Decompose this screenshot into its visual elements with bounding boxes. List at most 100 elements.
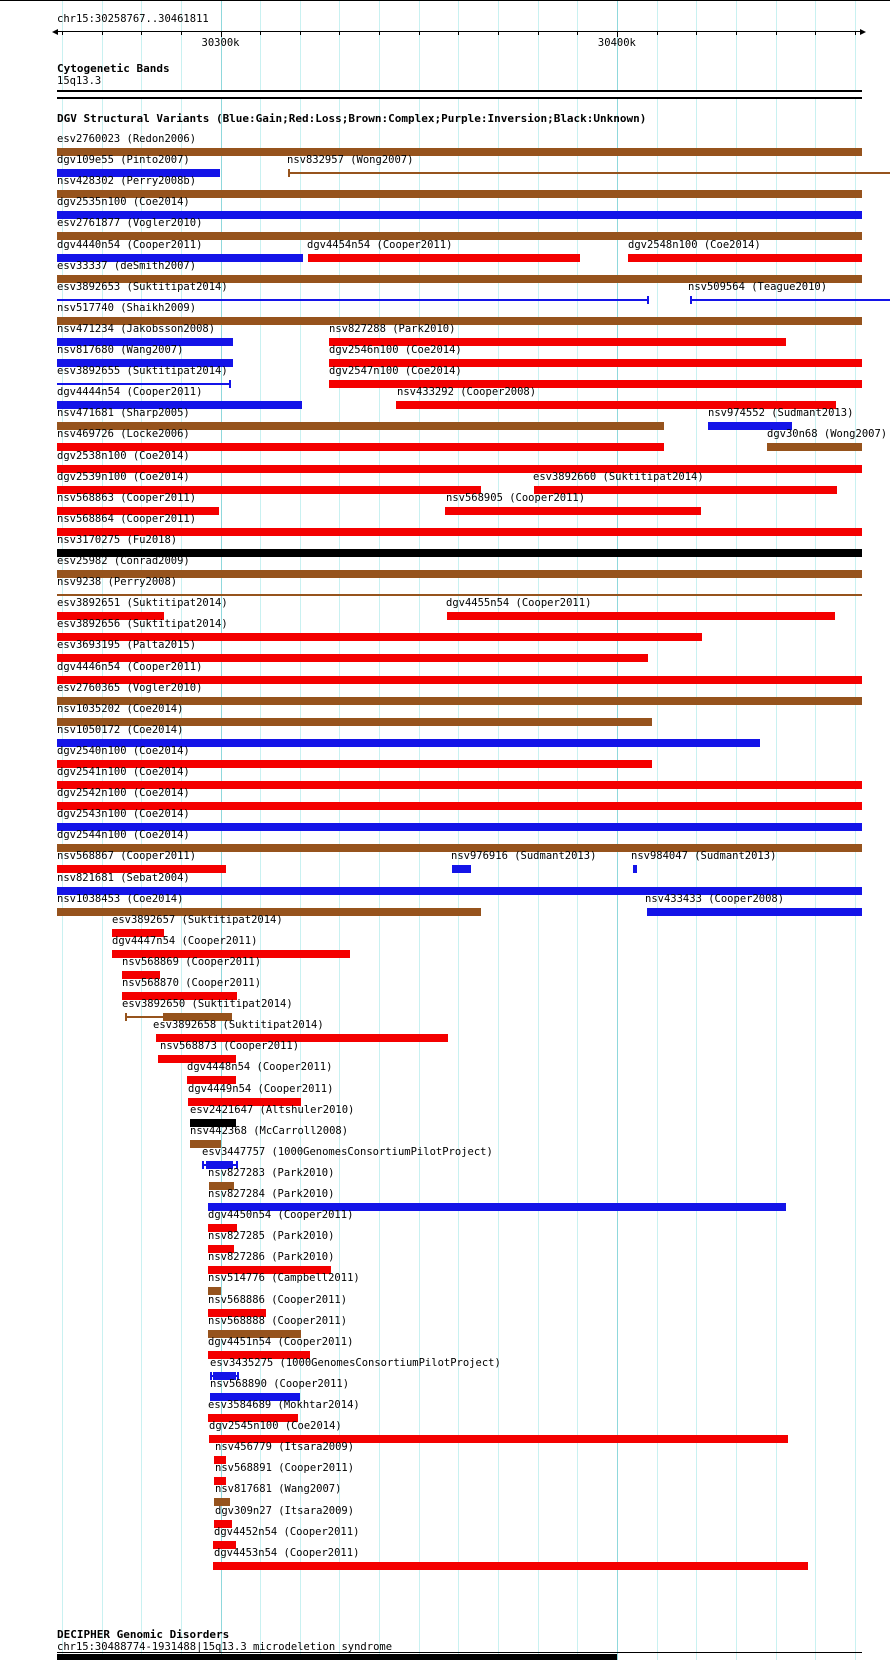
variant-bar[interactable] xyxy=(57,401,302,410)
variant-bar[interactable] xyxy=(57,506,219,515)
variant-bar[interactable] xyxy=(57,654,648,663)
variant-bar[interactable] xyxy=(57,274,862,283)
variant-line[interactable] xyxy=(690,298,890,301)
variant-bar[interactable] xyxy=(208,1203,786,1211)
variant-bar[interactable] xyxy=(208,1287,221,1296)
variant-label[interactable]: nsv1050172 (Coe2014) xyxy=(57,723,184,736)
variant-bar[interactable] xyxy=(57,359,233,367)
variant-label[interactable]: nsv827283 (Park2010) xyxy=(208,1166,335,1179)
variant-label[interactable]: dgv4444n54 (Cooper2011) xyxy=(57,386,203,399)
variant-label[interactable]: dgv109e55 (Pinto2007) xyxy=(57,154,190,167)
variant-label[interactable]: dgv2535n100 (Coe2014) xyxy=(57,196,190,209)
variant-bar[interactable] xyxy=(187,1076,236,1085)
variant-label[interactable]: esv3435275 (1000GenomesConsortiumPilotPr… xyxy=(210,1356,501,1369)
variant-label[interactable]: dgv2540n100 (Coe2014) xyxy=(57,744,190,757)
variant-bar[interactable] xyxy=(57,148,862,156)
variant-label[interactable]: dgv4440n54 (Cooper2011) xyxy=(57,238,203,251)
variant-label[interactable]: nsv568905 (Cooper2011) xyxy=(446,491,586,504)
variant-bar[interactable] xyxy=(190,1118,236,1127)
variant-label[interactable]: nsv568891 (Cooper2011) xyxy=(215,1462,355,1475)
variant-label[interactable]: esv3892653 (Suktitipat2014) xyxy=(57,280,228,293)
variant-bar[interactable] xyxy=(214,1498,230,1507)
variant-bar[interactable] xyxy=(57,781,862,789)
variant-bar[interactable] xyxy=(112,949,350,958)
variant-label[interactable]: nsv1035202 (Coe2014) xyxy=(57,702,184,715)
variant-bar[interactable] xyxy=(208,1308,266,1317)
variant-label[interactable]: nsv9238 (Perry2008) xyxy=(57,576,178,589)
variant-bar[interactable] xyxy=(57,422,664,431)
variant-label[interactable]: esv2760365 (Vogler2010) xyxy=(57,681,203,694)
variant-label[interactable]: dgv2548n100 (Coe2014) xyxy=(628,238,761,251)
variant-label[interactable]: nsv509564 (Teague2010) xyxy=(688,280,828,293)
variant-bar[interactable] xyxy=(209,1435,788,1444)
variant-bar[interactable] xyxy=(208,1350,310,1359)
variant-label[interactable]: nsv827286 (Park2010) xyxy=(208,1251,335,1264)
decipher-region-bar[interactable] xyxy=(57,1654,617,1660)
variant-bar[interactable] xyxy=(329,380,862,389)
variant-bar[interactable] xyxy=(329,337,786,346)
variant-label[interactable]: dgv4453n54 (Cooper2011) xyxy=(214,1546,360,1559)
variant-line[interactable] xyxy=(57,298,649,301)
variant-label[interactable]: nsv568863 (Cooper2011) xyxy=(57,491,197,504)
variant-bar[interactable] xyxy=(57,464,862,473)
variant-bar[interactable] xyxy=(122,970,160,979)
variant-bar[interactable] xyxy=(122,992,237,1000)
variant-bar[interactable] xyxy=(329,359,862,367)
variant-bar[interactable] xyxy=(158,1055,236,1064)
variant-bar[interactable] xyxy=(57,675,862,684)
variant-bar[interactable] xyxy=(213,1371,236,1380)
variant-label[interactable]: dgv2539n100 (Coe2014) xyxy=(57,470,190,483)
variant-bar[interactable] xyxy=(708,422,792,431)
variant-bar[interactable] xyxy=(647,907,862,916)
variant-label[interactable]: nsv1038453 (Coe2014) xyxy=(57,892,184,905)
variant-bar[interactable] xyxy=(57,844,862,853)
variant-label[interactable]: dgv4449n54 (Cooper2011) xyxy=(188,1082,334,1095)
variant-bar[interactable] xyxy=(208,1266,331,1275)
variant-bar[interactable] xyxy=(208,1224,237,1233)
variant-label[interactable]: esv3584689 (Mokhtar2014) xyxy=(208,1399,360,1411)
variant-label[interactable]: dgv2545n100 (Coe2014) xyxy=(209,1420,342,1433)
variant-label[interactable]: esv2760023 (Redon2006) xyxy=(57,133,197,145)
variant-bar[interactable] xyxy=(57,907,481,916)
variant-bar[interactable] xyxy=(57,337,233,346)
variant-bar[interactable] xyxy=(208,1329,301,1338)
variant-bar[interactable] xyxy=(57,253,303,262)
variant-bar[interactable] xyxy=(57,633,702,642)
variant-label[interactable]: nsv517740 (Shaikh2009) xyxy=(57,301,197,314)
variant-label[interactable]: nsv984047 (Sudmant2013) xyxy=(631,850,777,863)
variant-label[interactable]: nsv817681 (Wang2007) xyxy=(215,1483,342,1496)
variant-label[interactable]: dgv4454n54 (Cooper2011) xyxy=(307,238,453,251)
cytoband-box[interactable] xyxy=(57,90,862,99)
variant-label[interactable]: dgv2546n100 (Coe2014) xyxy=(329,344,462,356)
variant-bar[interactable] xyxy=(57,443,664,452)
variant-bar[interactable] xyxy=(57,169,220,178)
variant-bar[interactable] xyxy=(208,1245,234,1254)
variant-bar[interactable] xyxy=(445,506,701,515)
variant-bar[interactable] xyxy=(214,1456,226,1465)
variant-bar[interactable] xyxy=(214,1477,226,1486)
variant-bar[interactable] xyxy=(112,928,164,937)
variant-label[interactable]: esv3693195 (Palta2015) xyxy=(57,639,197,652)
variant-bar[interactable] xyxy=(163,1013,230,1022)
variant-line[interactable] xyxy=(57,383,231,386)
variant-bar[interactable] xyxy=(190,1139,221,1148)
variant-label[interactable]: dgv4455n54 (Cooper2011) xyxy=(446,597,592,610)
variant-label[interactable]: esv2421647 (Altshuler2010) xyxy=(190,1103,355,1116)
variant-label[interactable]: dgv309n27 (Itsara2009) xyxy=(215,1504,355,1517)
variant-label[interactable]: nsv456779 (Itsara2009) xyxy=(215,1441,355,1454)
variant-bar[interactable] xyxy=(57,612,164,621)
variant-bar[interactable] xyxy=(57,232,862,241)
variant-label[interactable]: dgv4447n54 (Cooper2011) xyxy=(112,934,258,947)
variant-bar[interactable] xyxy=(57,717,652,726)
variant-label[interactable]: nsv827284 (Park2010) xyxy=(208,1188,335,1200)
variant-bar[interactable] xyxy=(57,190,862,199)
variant-bar[interactable] xyxy=(534,485,837,494)
variant-label[interactable]: nsv827285 (Park2010) xyxy=(208,1230,335,1243)
variant-label[interactable]: dgv4450n54 (Cooper2011) xyxy=(208,1209,354,1222)
variant-label[interactable]: esv2761877 (Vogler2010) xyxy=(57,217,203,230)
variant-bar[interactable] xyxy=(57,886,862,895)
variant-label[interactable]: nsv832957 (Wong2007) xyxy=(287,154,414,167)
variant-label[interactable]: nsv442368 (McCarroll2008) xyxy=(190,1124,349,1137)
variant-label[interactable]: nsv568870 (Cooper2011) xyxy=(122,977,262,989)
variant-bar[interactable] xyxy=(57,738,760,747)
